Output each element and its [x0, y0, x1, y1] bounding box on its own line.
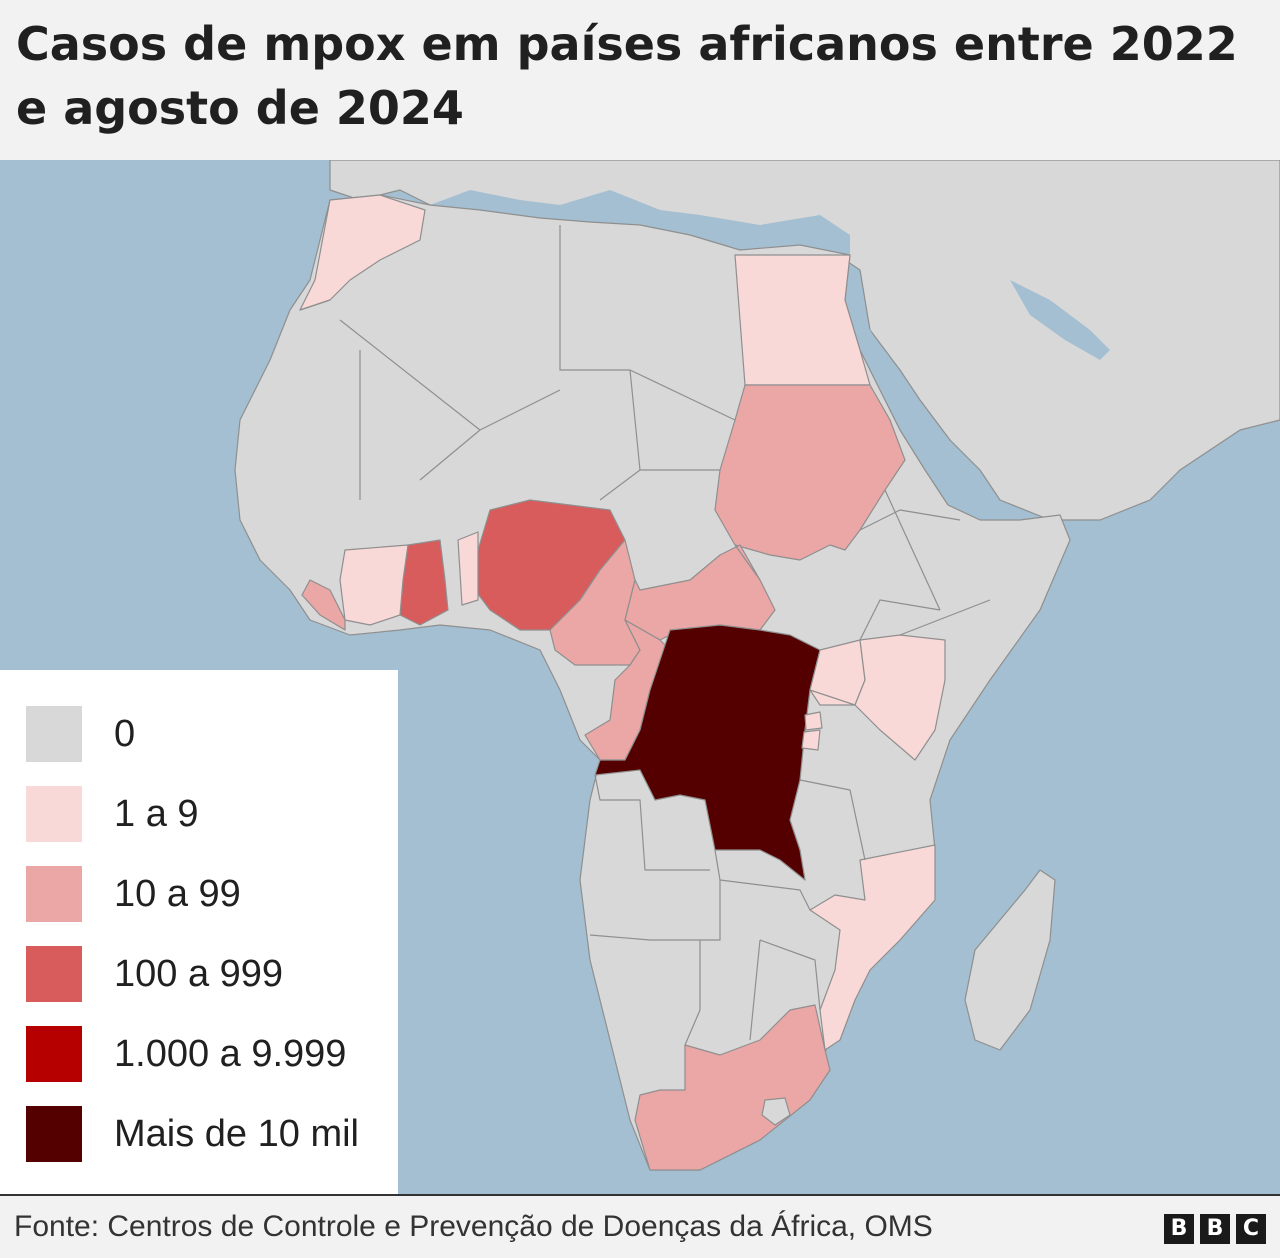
bbc-logo: B B C: [1164, 1214, 1266, 1244]
bbc-logo-letter: B: [1200, 1214, 1230, 1244]
legend-label: 10 a 99: [114, 873, 241, 915]
country-sudan: [714, 384, 906, 561]
legend-label: 1 a 9: [114, 793, 199, 835]
map-title: Casos de mpox em países africanos entre …: [16, 17, 1238, 135]
red-sea: [840, 300, 960, 505]
mediterranean-sea: [430, 190, 850, 255]
interior-borders: [299, 225, 991, 1046]
legend-item-5: Mais de 10 mil: [26, 1106, 396, 1162]
country-rwanda: [804, 711, 823, 731]
legend-item-1: 1 a 9: [26, 786, 396, 842]
africa-map: [0, 160, 1280, 1194]
legend-swatch: [26, 1026, 82, 1082]
country-cote-divoire: [339, 544, 409, 626]
legend-swatch: [26, 1106, 82, 1162]
bbc-logo-letter: C: [1236, 1214, 1266, 1244]
legend-label: 0: [114, 713, 136, 755]
country-kenya: [854, 634, 946, 761]
legend-label: Mais de 10 mil: [114, 1113, 359, 1155]
country-burundi: [801, 729, 821, 751]
legend-label: 100 a 999: [114, 953, 284, 995]
legend-swatch: [26, 866, 82, 922]
country-morocco: [299, 194, 426, 311]
legend-item-4: 1.000 a 9.999: [26, 1026, 396, 1082]
legend-swatch: [26, 946, 82, 1002]
source-note: Fonte: Centros de Controle e Prevenção d…: [14, 1210, 933, 1243]
legend-label: 1.000 a 9.999: [114, 1033, 347, 1075]
madagascar: [964, 869, 1056, 1051]
country-south-africa: [634, 1004, 831, 1171]
bbc-logo-letter: B: [1164, 1214, 1194, 1244]
map-area: [0, 160, 1280, 1194]
legend-item-2: 10 a 99: [26, 866, 396, 922]
country-liberia: [301, 579, 346, 631]
persian-gulf: [1010, 280, 1110, 360]
country-benin: [457, 531, 479, 606]
legend-item-3: 100 a 999: [26, 946, 396, 1002]
legend-item-0: 0: [26, 706, 396, 762]
legend-swatch: [26, 706, 82, 762]
legend-swatch: [26, 786, 82, 842]
lesotho: [761, 1097, 791, 1126]
footer: Fonte: Centros de Controle e Prevenção d…: [0, 1194, 1280, 1258]
country-dr-congo: [594, 624, 821, 881]
legend: 0 1 a 9 10 a 99 100 a 999 1.000 a 9.999 …: [0, 670, 398, 1194]
